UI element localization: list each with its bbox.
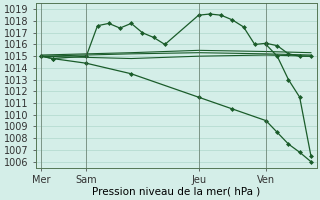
X-axis label: Pression niveau de la mer( hPa ): Pression niveau de la mer( hPa ): [92, 187, 260, 197]
